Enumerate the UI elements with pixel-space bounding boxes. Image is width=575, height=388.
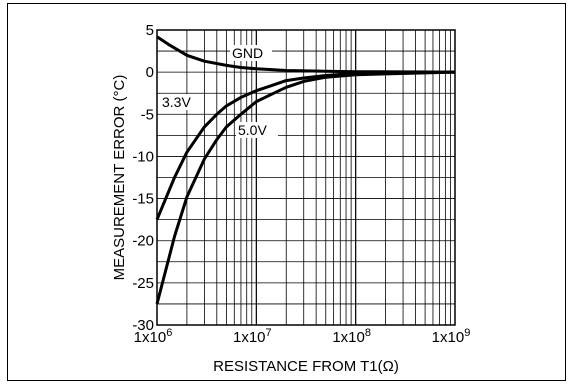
y-tick-label: -15 [132, 191, 154, 208]
y-tick-label: -20 [132, 233, 154, 250]
x-tick-label: 1x109 [432, 327, 471, 346]
annotation-background [230, 45, 272, 61]
annotation-background [160, 94, 202, 110]
series-line-33v [155, 70, 456, 221]
y-axis-label: MEASUREMENT ERROR (°C) [111, 75, 128, 281]
series-line-50v [155, 70, 456, 305]
y-tick-label: -5 [141, 106, 154, 123]
plot-border [156, 29, 456, 326]
y-tick-label: -10 [132, 148, 154, 165]
x-tick-label: 1x106 [134, 327, 173, 346]
x-tick-label: 1x108 [332, 327, 371, 346]
annotation-background [236, 122, 278, 138]
series-lines [155, 35, 456, 305]
y-tick-labels: 5 0 -5 -10 -15 -20 -25 -30 [132, 22, 154, 334]
series-label-50v: 5.0V [238, 122, 267, 138]
x-axis-label: RESISTANCE FROM T1(Ω) [213, 358, 399, 375]
series-line-gnd [156, 35, 456, 74]
y-tick-label: -30 [132, 317, 154, 334]
series-label-33v: 3.3V [162, 94, 191, 110]
series-annotations: GND 3.3V 5.0V [160, 45, 278, 138]
y-tick-label: 5 [146, 22, 154, 39]
x-tick-label: 1x107 [233, 327, 272, 346]
x-tick-labels: 1x106 1x107 1x108 1x109 [134, 327, 471, 346]
y-tick-label: -25 [132, 275, 154, 292]
y-tick-label: 0 [146, 64, 154, 81]
series-label-gnd: GND [232, 45, 263, 61]
